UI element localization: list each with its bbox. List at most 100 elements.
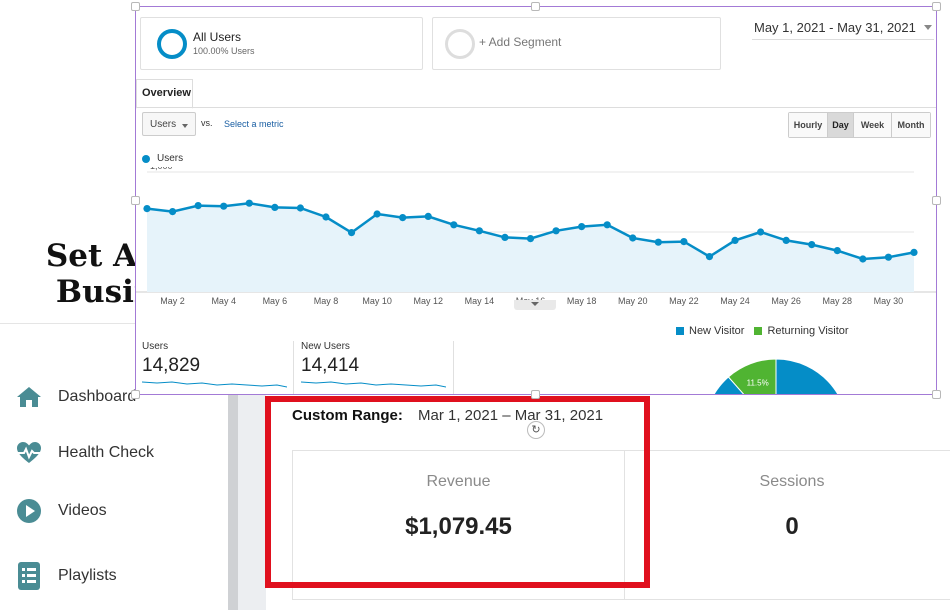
data-point xyxy=(578,223,586,231)
sidebar-item-videos[interactable]: Videos xyxy=(16,496,107,526)
vs-label: vs. xyxy=(201,118,213,128)
data-point xyxy=(168,208,177,216)
resize-handle[interactable] xyxy=(531,2,540,11)
data-point xyxy=(782,236,790,244)
data-point xyxy=(245,199,253,207)
analytics-screenshot-panel[interactable]: All Users 100.00% Users + Add Segment Ma… xyxy=(135,6,937,395)
sessions-card: Sessions 0 xyxy=(624,450,950,600)
sidebar-item-dashboard[interactable]: Dashboard xyxy=(16,382,136,412)
granularity-month-button[interactable]: Month xyxy=(892,113,930,137)
chart-legend: Users xyxy=(142,153,183,164)
x-tick-label: May 2 xyxy=(160,296,185,306)
data-point xyxy=(629,234,637,242)
range-label: Custom Range: xyxy=(292,407,403,424)
pie-legend: New Visitor Returning Visitor xyxy=(676,325,859,337)
tab-overview[interactable]: Overview xyxy=(136,79,193,109)
summary-users: Users 14,829 xyxy=(142,341,287,394)
collapse-chart-handle[interactable] xyxy=(514,300,556,310)
data-point xyxy=(194,202,202,210)
tab-divider xyxy=(136,107,936,108)
granularity-hourly-button[interactable]: Hourly xyxy=(789,113,828,137)
data-point xyxy=(757,228,765,236)
add-segment-button[interactable]: + Add Segment xyxy=(432,17,721,70)
segment-all-users[interactable]: All Users 100.00% Users xyxy=(140,17,423,70)
date-range-picker[interactable]: May 1, 2021 - May 31, 2021 xyxy=(754,20,916,35)
data-point xyxy=(833,247,841,255)
legend-swatch xyxy=(676,327,684,335)
x-tick-label: May 26 xyxy=(771,296,801,306)
granularity-week-button[interactable]: Week xyxy=(854,113,892,137)
resize-handle[interactable] xyxy=(131,196,140,205)
metric-value: 0 xyxy=(785,513,799,540)
resize-handle[interactable] xyxy=(932,2,941,11)
x-tick-label: May 4 xyxy=(211,296,236,306)
legend-label: Returning Visitor xyxy=(767,325,849,337)
metric-select[interactable]: Users xyxy=(142,112,196,136)
content-gutter xyxy=(238,395,266,610)
resize-handle[interactable] xyxy=(932,196,941,205)
data-point xyxy=(424,212,432,220)
data-point xyxy=(322,213,330,221)
x-tick-label: May 12 xyxy=(413,296,443,306)
chevron-down-icon[interactable] xyxy=(924,25,932,30)
data-point xyxy=(731,236,739,244)
data-point xyxy=(603,221,611,229)
resize-handle[interactable] xyxy=(932,390,941,399)
data-point xyxy=(552,227,560,235)
metric-title: Sessions xyxy=(759,473,825,490)
data-point xyxy=(808,241,816,249)
data-point xyxy=(143,205,151,213)
segment-name: All Users xyxy=(193,30,242,44)
x-tick-label: May 8 xyxy=(314,296,339,306)
metric-value: $1,079.45 xyxy=(405,513,512,540)
data-point xyxy=(705,253,714,261)
sidebar-scrollbar[interactable] xyxy=(228,395,238,610)
data-point xyxy=(373,210,381,218)
x-tick-label: May 6 xyxy=(263,296,288,306)
range-dates: Mar 1, 2021 – Mar 31, 2021 xyxy=(418,407,604,424)
resize-handle[interactable] xyxy=(131,2,140,11)
select-metric-link[interactable]: Select a metric xyxy=(224,119,284,129)
metric-title: Revenue xyxy=(426,473,491,490)
data-point xyxy=(399,214,407,222)
y-tick-label: 1,000 xyxy=(150,167,173,171)
home-icon xyxy=(16,384,42,410)
x-tick-label: May 18 xyxy=(567,296,597,306)
pie-data-label: 11.5% xyxy=(747,379,769,388)
resize-handle[interactable] xyxy=(531,390,540,399)
summary-divider xyxy=(293,341,294,394)
summary-label: Users xyxy=(142,341,169,352)
heartbeat-icon xyxy=(16,440,42,466)
pie-slice-new-visitor xyxy=(713,358,839,394)
x-tick-label: May 28 xyxy=(823,296,853,306)
sidebar-item-playlists[interactable]: Playlists xyxy=(16,561,117,591)
data-point xyxy=(680,238,688,246)
granularity-day-button[interactable]: Day xyxy=(828,113,854,137)
metric-select-value: Users xyxy=(150,119,177,130)
segment-sub: 100.00% Users xyxy=(193,46,255,56)
data-point xyxy=(347,229,356,237)
data-point xyxy=(450,221,458,229)
sparkline xyxy=(301,381,446,388)
data-point xyxy=(654,238,662,246)
x-tick-label: May 14 xyxy=(465,296,495,306)
data-point xyxy=(220,202,228,210)
summary-divider xyxy=(453,341,454,394)
sidebar-item-label: Dashboard xyxy=(58,388,137,405)
data-point xyxy=(296,204,304,212)
granularity-toggle: Hourly Day Week Month xyxy=(788,112,931,138)
legend-label: Users xyxy=(157,153,184,164)
segment-ring-icon xyxy=(157,29,187,59)
x-tick-label: May 30 xyxy=(874,296,904,306)
rotate-handle-icon[interactable]: ↻ xyxy=(527,421,545,439)
sidebar-item-health-check[interactable]: Health Check xyxy=(16,438,154,468)
legend-label: New Visitor xyxy=(689,325,745,337)
empty-ring-icon xyxy=(445,29,475,59)
resize-handle[interactable] xyxy=(131,390,140,399)
legend-dot-icon xyxy=(142,154,150,163)
data-point xyxy=(910,248,918,256)
highlight-rectangle xyxy=(265,396,650,588)
play-icon xyxy=(16,498,42,524)
visitor-pie-chart: 11.5% xyxy=(713,358,839,394)
